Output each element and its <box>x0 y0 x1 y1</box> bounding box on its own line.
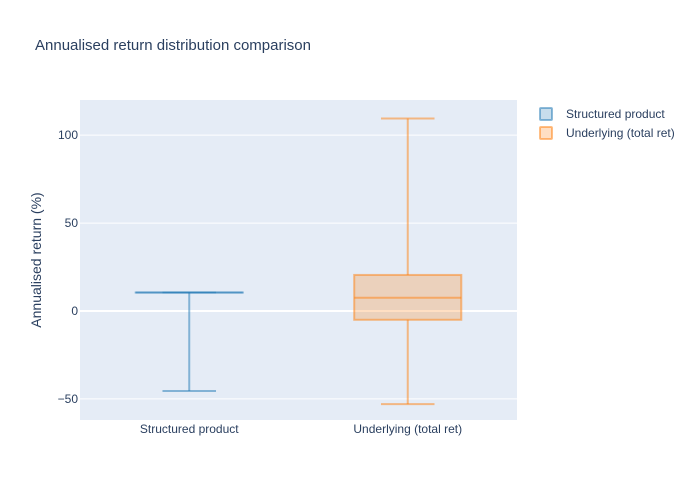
y-tick-label: 100 <box>58 128 78 142</box>
y-axis-tick-labels: −50 0 50 100 <box>58 128 79 406</box>
y-tick-label: 50 <box>65 216 79 230</box>
box-series-group <box>134 117 463 406</box>
box-structured-product[interactable] <box>134 291 244 392</box>
chart-title: Annualised return distribution compariso… <box>35 37 311 54</box>
legend-label: Structured product <box>566 107 665 121</box>
y-tick-label: 0 <box>71 304 78 318</box>
legend-item[interactable]: Underlying (total ret) <box>539 126 675 140</box>
box-underlying[interactable] <box>353 117 463 406</box>
y-tick-label: −50 <box>58 392 79 406</box>
x-axis-tick-labels: Structured product Underlying (total ret) <box>140 422 462 436</box>
legend-item[interactable]: Structured product <box>539 107 665 121</box>
legend-swatch <box>539 107 553 121</box>
y-axis-title: Annualised return (%) <box>28 192 44 327</box>
legend[interactable]: Structured product Underlying (total ret) <box>539 107 675 140</box>
x-tick-label: Underlying (total ret) <box>353 422 462 436</box>
plot-area[interactable] <box>80 100 517 420</box>
legend-swatch <box>539 126 553 140</box>
legend-label: Underlying (total ret) <box>566 126 675 140</box>
x-tick-label: Structured product <box>140 422 239 436</box>
y-gridlines <box>80 134 517 400</box>
